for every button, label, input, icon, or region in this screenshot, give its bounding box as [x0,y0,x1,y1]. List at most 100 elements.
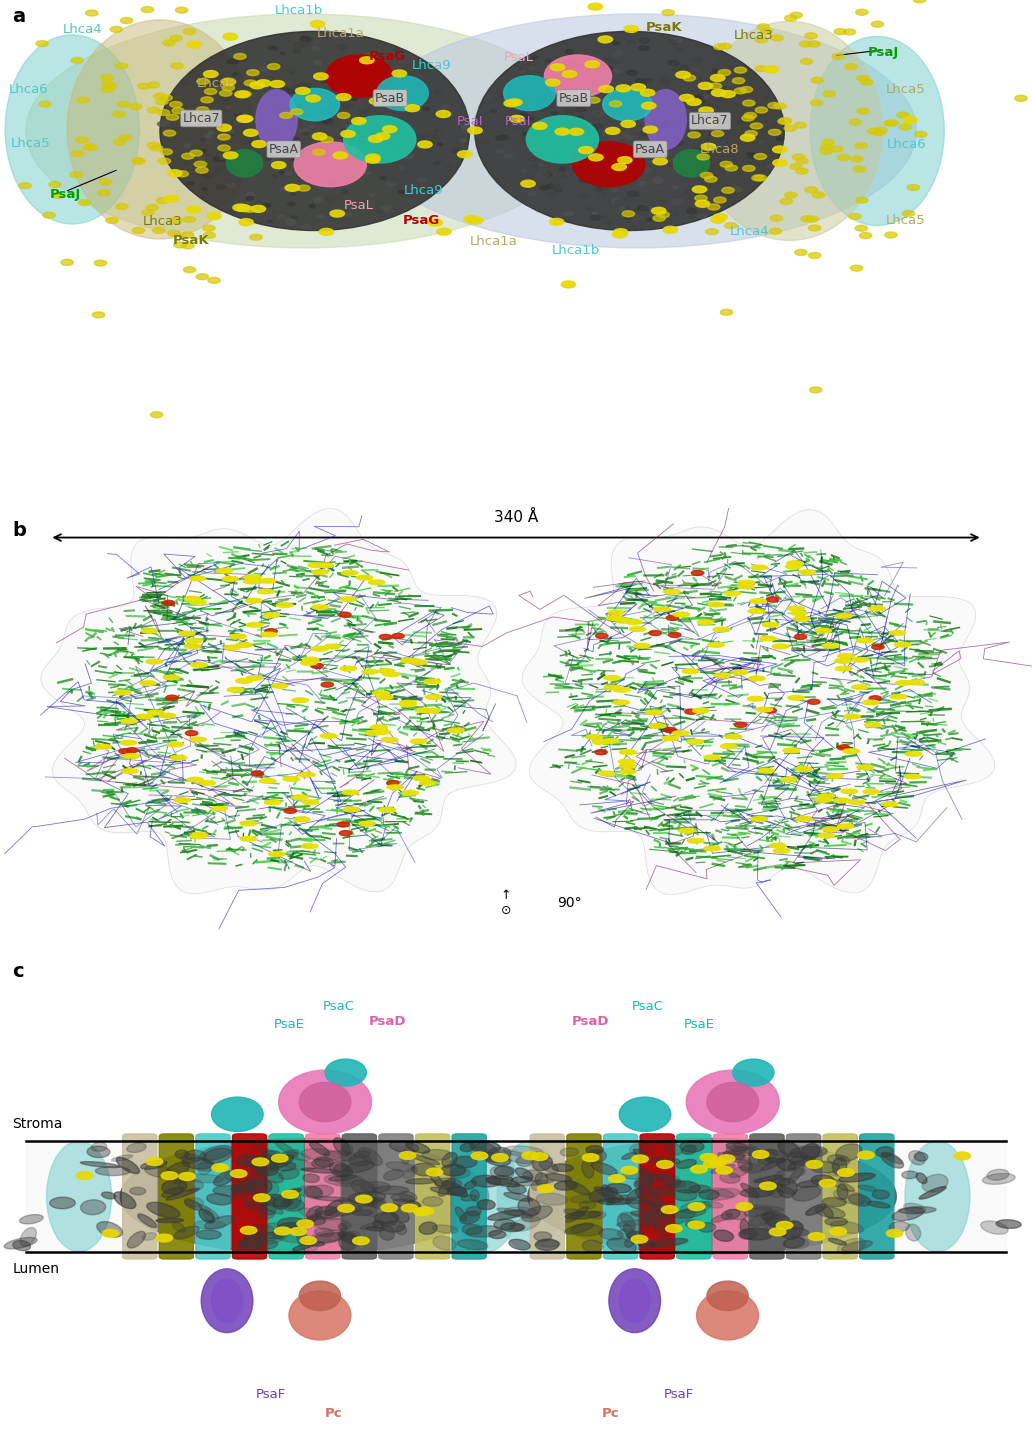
Ellipse shape [289,72,294,75]
Circle shape [902,211,914,216]
Circle shape [313,133,327,140]
Circle shape [156,1234,172,1242]
Ellipse shape [580,124,587,128]
Ellipse shape [796,766,812,771]
Ellipse shape [263,203,271,208]
Ellipse shape [569,216,573,219]
Circle shape [688,1202,705,1211]
Ellipse shape [235,678,252,683]
Circle shape [531,1153,548,1160]
Ellipse shape [245,1156,276,1170]
Ellipse shape [772,1179,789,1186]
Ellipse shape [666,1180,686,1188]
Circle shape [491,1153,508,1162]
Circle shape [521,180,536,188]
Ellipse shape [184,144,190,147]
Ellipse shape [664,124,669,127]
Ellipse shape [699,1222,715,1232]
Ellipse shape [299,84,311,88]
Ellipse shape [343,807,359,812]
Circle shape [612,231,626,238]
Ellipse shape [638,84,648,89]
Text: 340 Å: 340 Å [494,509,538,525]
FancyBboxPatch shape [750,1134,784,1258]
Ellipse shape [766,1157,785,1163]
Ellipse shape [619,763,636,768]
Ellipse shape [560,166,571,170]
Circle shape [795,250,807,255]
Ellipse shape [235,114,243,117]
Ellipse shape [415,709,431,713]
Ellipse shape [461,126,470,128]
Circle shape [285,185,299,192]
Circle shape [464,215,479,222]
Ellipse shape [565,105,574,110]
Ellipse shape [258,124,265,128]
Ellipse shape [373,691,389,696]
Circle shape [823,91,835,97]
Ellipse shape [680,66,690,72]
Ellipse shape [316,123,323,126]
Ellipse shape [422,1196,443,1206]
Circle shape [812,192,825,198]
Ellipse shape [672,1180,701,1193]
Ellipse shape [732,163,736,165]
Ellipse shape [301,107,313,113]
Ellipse shape [707,120,715,124]
Circle shape [137,84,150,89]
Circle shape [875,127,888,133]
Ellipse shape [359,14,916,248]
Circle shape [720,309,733,315]
Circle shape [365,154,380,162]
Ellipse shape [285,81,293,85]
Ellipse shape [525,117,534,120]
Circle shape [295,88,310,94]
Ellipse shape [594,113,600,115]
Circle shape [653,157,668,165]
Ellipse shape [294,49,300,52]
Ellipse shape [335,160,344,165]
Circle shape [267,63,280,69]
Ellipse shape [292,795,309,799]
Circle shape [132,228,144,234]
Ellipse shape [362,53,370,56]
Ellipse shape [592,111,604,117]
Circle shape [437,228,451,235]
Ellipse shape [226,182,235,188]
FancyBboxPatch shape [305,1134,340,1258]
Ellipse shape [404,1167,417,1179]
Ellipse shape [613,110,620,113]
Text: Lumen: Lumen [12,1261,60,1276]
Ellipse shape [789,1156,816,1166]
Ellipse shape [320,78,330,82]
Circle shape [734,88,746,94]
Ellipse shape [595,196,603,199]
Ellipse shape [411,117,418,121]
Ellipse shape [899,1206,936,1214]
Ellipse shape [401,791,418,795]
Circle shape [743,100,755,107]
Ellipse shape [281,52,285,55]
Polygon shape [522,509,995,895]
Ellipse shape [650,120,654,123]
Ellipse shape [261,1201,283,1214]
Circle shape [793,154,805,160]
Circle shape [773,159,787,166]
Ellipse shape [190,126,201,131]
Ellipse shape [298,772,315,778]
Ellipse shape [247,196,254,201]
Ellipse shape [326,110,332,114]
Ellipse shape [299,1281,341,1310]
Ellipse shape [537,1240,560,1247]
Ellipse shape [588,1211,606,1219]
Ellipse shape [724,592,741,596]
Circle shape [860,232,872,238]
Circle shape [166,696,179,700]
Ellipse shape [331,69,338,72]
Circle shape [118,101,130,107]
Ellipse shape [340,667,356,671]
Ellipse shape [497,1208,534,1218]
Ellipse shape [980,1221,1008,1234]
Ellipse shape [212,1278,243,1323]
Ellipse shape [520,71,525,72]
